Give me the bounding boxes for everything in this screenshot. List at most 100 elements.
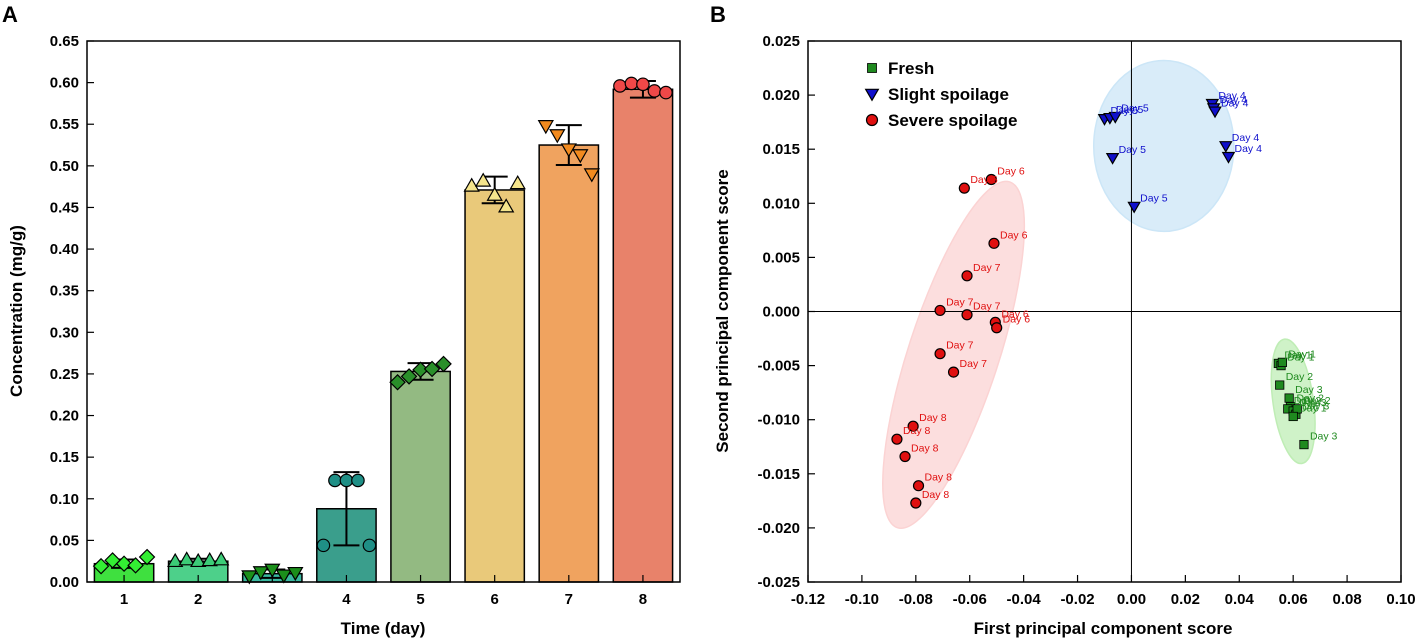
- legend-marker-severe-spoilage: [865, 113, 879, 127]
- bar-day-5: [390, 370, 451, 583]
- replicate-point-day-2: [213, 551, 230, 566]
- bar-day-8: [612, 88, 674, 583]
- x-tick-label-a: 4: [342, 591, 351, 608]
- y-tick-label-b: 0.005: [762, 249, 800, 266]
- x-axis-title-a: Time (day): [341, 619, 426, 638]
- replicate-point-day-8: [636, 77, 650, 92]
- y-tick-label-a: 0.35: [50, 283, 79, 300]
- y-tick-label-a: 0.30: [50, 324, 79, 341]
- replicate-point-day-2: [190, 552, 207, 568]
- ellipse-slight-spoilage: [1092, 59, 1235, 233]
- point-label-slight-spoilage: Day 5: [1140, 193, 1168, 205]
- point-label-severe-spoilage: Day 7: [973, 301, 1001, 313]
- x-tick-label-b: 0.02: [1171, 591, 1200, 608]
- point-label-slight-spoilage: Day 4: [1220, 94, 1248, 106]
- point-label-fresh: Day 1: [1284, 349, 1312, 361]
- point-label-fresh: Day 2: [1294, 395, 1322, 407]
- point-label-fresh: Day 1: [1288, 348, 1316, 360]
- x-tick-label-b: 0.04: [1225, 591, 1255, 608]
- y-tick-label-a: 0.10: [50, 491, 79, 508]
- point-label-slight-spoilage: Day 5: [1119, 144, 1147, 156]
- replicate-point-day-5: [389, 373, 406, 391]
- bar-day-7: [538, 144, 600, 583]
- legend-marker-fresh: [867, 63, 877, 73]
- point-label-fresh: Day 3: [1299, 397, 1327, 409]
- point-label-severe-spoilage: Day 6: [970, 174, 998, 186]
- point-label-severe-spoilage: Day 7: [946, 296, 974, 308]
- point-label-severe-spoilage: Day 8: [922, 489, 950, 501]
- y-tick-label-a: 0.20: [50, 408, 79, 425]
- y-tick-label-b: 0.020: [762, 87, 800, 104]
- point-label-slight-spoilage: Day 4: [1218, 90, 1246, 102]
- replicate-point-day-2: [167, 552, 184, 568]
- y-tick-label-b: -0.025: [757, 574, 800, 591]
- legend-marker-slight-spoilage: [864, 88, 880, 102]
- panel-a-bar-chart: A 0.000.050.100.150.200.250.300.350.400.…: [2, 2, 681, 638]
- replicate-point-day-4: [339, 473, 354, 488]
- ellipse-severe-spoilage: [882, 180, 1026, 529]
- y-tick-label-b: 0.010: [762, 195, 800, 212]
- y-tick-label-a: 0.40: [50, 241, 79, 258]
- y-axis-a: 0.00 0.05 0.10 0.15 0.20 0.25 0.30 0.35 0.40 0.45…: [50, 33, 94, 591]
- x-tick-label-b: -0.12: [791, 591, 825, 608]
- x-tick-label-a: 5: [416, 591, 424, 608]
- point-label-severe-spoilage: Day 6: [1003, 314, 1031, 326]
- y-tick-label-b: -0.020: [757, 520, 800, 537]
- y-tick-label-b: -0.015: [757, 466, 800, 483]
- x-tick-label-b: -0.04: [1007, 591, 1042, 608]
- plot-frame-a: [86, 40, 681, 583]
- point-label-fresh: Day 3: [1310, 431, 1338, 443]
- point-fresh: [1275, 380, 1285, 390]
- point-label-slight-spoilage: Day 4: [1221, 97, 1249, 109]
- point-fresh: [1277, 357, 1287, 367]
- replicate-point-day-8: [659, 85, 673, 100]
- legend-label-severe-spoilage: Severe spoilage: [888, 111, 1017, 130]
- bar-group: [93, 88, 674, 583]
- point-label-severe-spoilage: Day 6: [1001, 308, 1029, 320]
- replicate-point-day-3: [252, 566, 269, 581]
- x-axis-title-b: First principal component score: [974, 619, 1233, 638]
- replicate-point-day-4: [351, 473, 365, 488]
- replicate-point-day-4: [362, 538, 377, 553]
- replicate-point-day-8: [613, 79, 627, 93]
- legend-label-fresh: Fresh: [888, 59, 934, 78]
- point-severe-spoilage: [947, 366, 960, 378]
- replicate-point-day-8: [624, 76, 639, 91]
- point-slight-spoilage: [1127, 201, 1141, 214]
- point-label-slight-spoilage: Day 4: [1234, 143, 1262, 155]
- point-label-severe-spoilage: Day 8: [919, 412, 947, 424]
- panel-a-letter: A: [2, 2, 18, 27]
- zero-lines: [808, 41, 1401, 582]
- replicate-point-day-4: [316, 538, 331, 553]
- replicate-point-day-7: [583, 168, 600, 183]
- point-severe-spoilage: [991, 322, 1003, 334]
- point-label-fresh: Day 3: [1302, 400, 1330, 412]
- point-label-fresh: Day 3: [1295, 384, 1323, 396]
- replicate-point-day-1: [92, 557, 110, 575]
- x-tick-label-a: 2: [194, 591, 202, 608]
- replicate-point-day-2: [201, 552, 218, 567]
- point-severe-spoilage: [910, 497, 922, 509]
- point-slight-spoilage: [1108, 111, 1123, 124]
- y-axis-b: -0.025 -0.020 -0.015 -0.010 -0.005 0.000 0.005…: [757, 33, 815, 591]
- x-tick-label-b: -0.02: [1060, 591, 1094, 608]
- replicate-point-day-7: [549, 129, 566, 144]
- point-label-severe-spoilage: Day 7: [946, 340, 974, 352]
- point-label-slight-spoilage: Day 5: [1121, 103, 1149, 115]
- point-slight-spoilage: [1219, 141, 1233, 153]
- point-severe-spoilage: [912, 480, 925, 492]
- y-tick-label-b: -0.010: [757, 412, 800, 429]
- replicate-point-day-5: [400, 368, 418, 385]
- replicate-point-day-3: [275, 569, 292, 584]
- x-tick-label-a: 3: [268, 591, 276, 608]
- replicate-point-day-7: [537, 120, 554, 135]
- x-tick-label-b: -0.10: [845, 591, 879, 608]
- point-severe-spoilage: [934, 348, 946, 360]
- point-label-fresh: Day 2: [1286, 371, 1314, 383]
- point-label-slight-spoilage: Day 5: [1111, 105, 1139, 117]
- y-tick-label-a: 0.50: [50, 158, 79, 175]
- replicate-point-day-6: [498, 198, 515, 213]
- x-tick-label-b: 0.00: [1117, 591, 1146, 608]
